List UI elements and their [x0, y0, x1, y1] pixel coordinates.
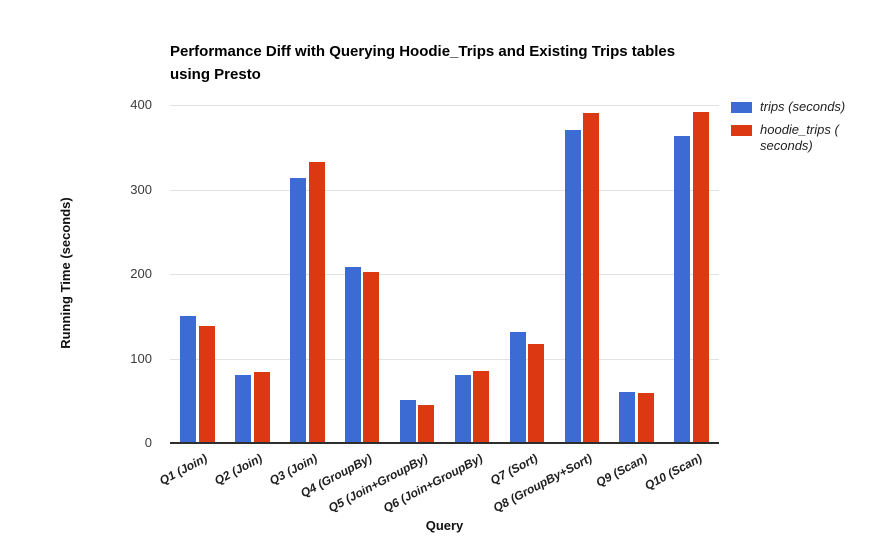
x-tick-label-q6: Q6 (Join+GroupBy)	[380, 451, 485, 516]
bar-trips-q4[interactable]	[344, 267, 361, 443]
legend-item-trips[interactable]: trips (seconds)	[731, 99, 868, 115]
hoodie-trips-series-swatch	[731, 125, 752, 136]
bar-hoodie_trips-q5[interactable]	[418, 404, 435, 443]
gridline-y200	[170, 274, 719, 275]
bar-hoodie_trips-q3[interactable]	[308, 161, 325, 443]
bar-hoodie_trips-q8[interactable]	[583, 113, 599, 443]
bar-hoodie_trips-q7[interactable]	[528, 344, 545, 443]
y-axis-title: Running Time (seconds)	[58, 197, 73, 349]
chart-title: Performance Diff with Querying Hoodie_Tr…	[170, 40, 770, 86]
y-tick-label-100: 100	[130, 350, 152, 366]
y-tick-label-400: 400	[130, 97, 152, 112]
gridline-y100	[170, 358, 719, 360]
bar-trips-q8[interactable]	[564, 129, 581, 443]
x-tick-label-q8: Q8 (GroupBy+Sort)	[490, 451, 595, 515]
chart-title-line-2: using Presto	[170, 66, 261, 83]
bar-trips-q7[interactable]	[509, 332, 526, 443]
bar-trips-q3[interactable]	[290, 177, 306, 443]
x-tick-label-q10: Q10 (Scan)	[642, 451, 705, 493]
bar-trips-q2[interactable]	[235, 374, 252, 443]
legend: trips (seconds) hoodie_trips ( seconds)	[731, 99, 868, 154]
x-axis-baseline	[170, 442, 719, 444]
bar-trips-q10[interactable]	[674, 136, 691, 443]
bar-trips-q9[interactable]	[619, 392, 636, 443]
bar-hoodie_trips-q4[interactable]	[363, 272, 380, 443]
bar-trips-q5[interactable]	[399, 399, 416, 443]
x-tick-label-q1: Q1 (Join)	[157, 451, 211, 488]
bar-hoodie_trips-q10[interactable]	[692, 111, 709, 443]
gridline-y400	[170, 105, 719, 106]
x-tick-label-q9: Q9 (Scan)	[593, 451, 650, 490]
bar-hoodie_trips-q2[interactable]	[253, 372, 270, 443]
legend-label-hoodie-trips: hoodie_trips ( seconds)	[760, 122, 839, 153]
bar-hoodie_trips-q9[interactable]	[637, 393, 654, 443]
bar-hoodie_trips-q1[interactable]	[198, 326, 215, 443]
y-tick-label-0: 0	[144, 435, 152, 450]
bar-hoodie_trips-q6[interactable]	[473, 371, 490, 443]
bar-trips-q6[interactable]	[454, 374, 471, 443]
x-axis-title: Query	[425, 518, 464, 533]
chart-title-line-1: Performance Diff with Querying Hoodie_Tr…	[170, 43, 676, 60]
y-tick-label-200: 200	[130, 266, 152, 281]
gridline-y300	[170, 189, 719, 191]
bar-trips-q1[interactable]	[180, 316, 197, 443]
trips-series-swatch	[731, 102, 752, 113]
y-tick-label-300: 300	[130, 181, 152, 197]
x-tick-label-q5: Q5 (Join+GroupBy)	[325, 451, 430, 516]
legend-label-trips: trips (seconds)	[760, 99, 846, 114]
legend-item-hoodie-trips[interactable]: hoodie_trips ( seconds)	[731, 122, 868, 154]
x-tick-label-q2: Q2 (Join)	[212, 451, 265, 488]
